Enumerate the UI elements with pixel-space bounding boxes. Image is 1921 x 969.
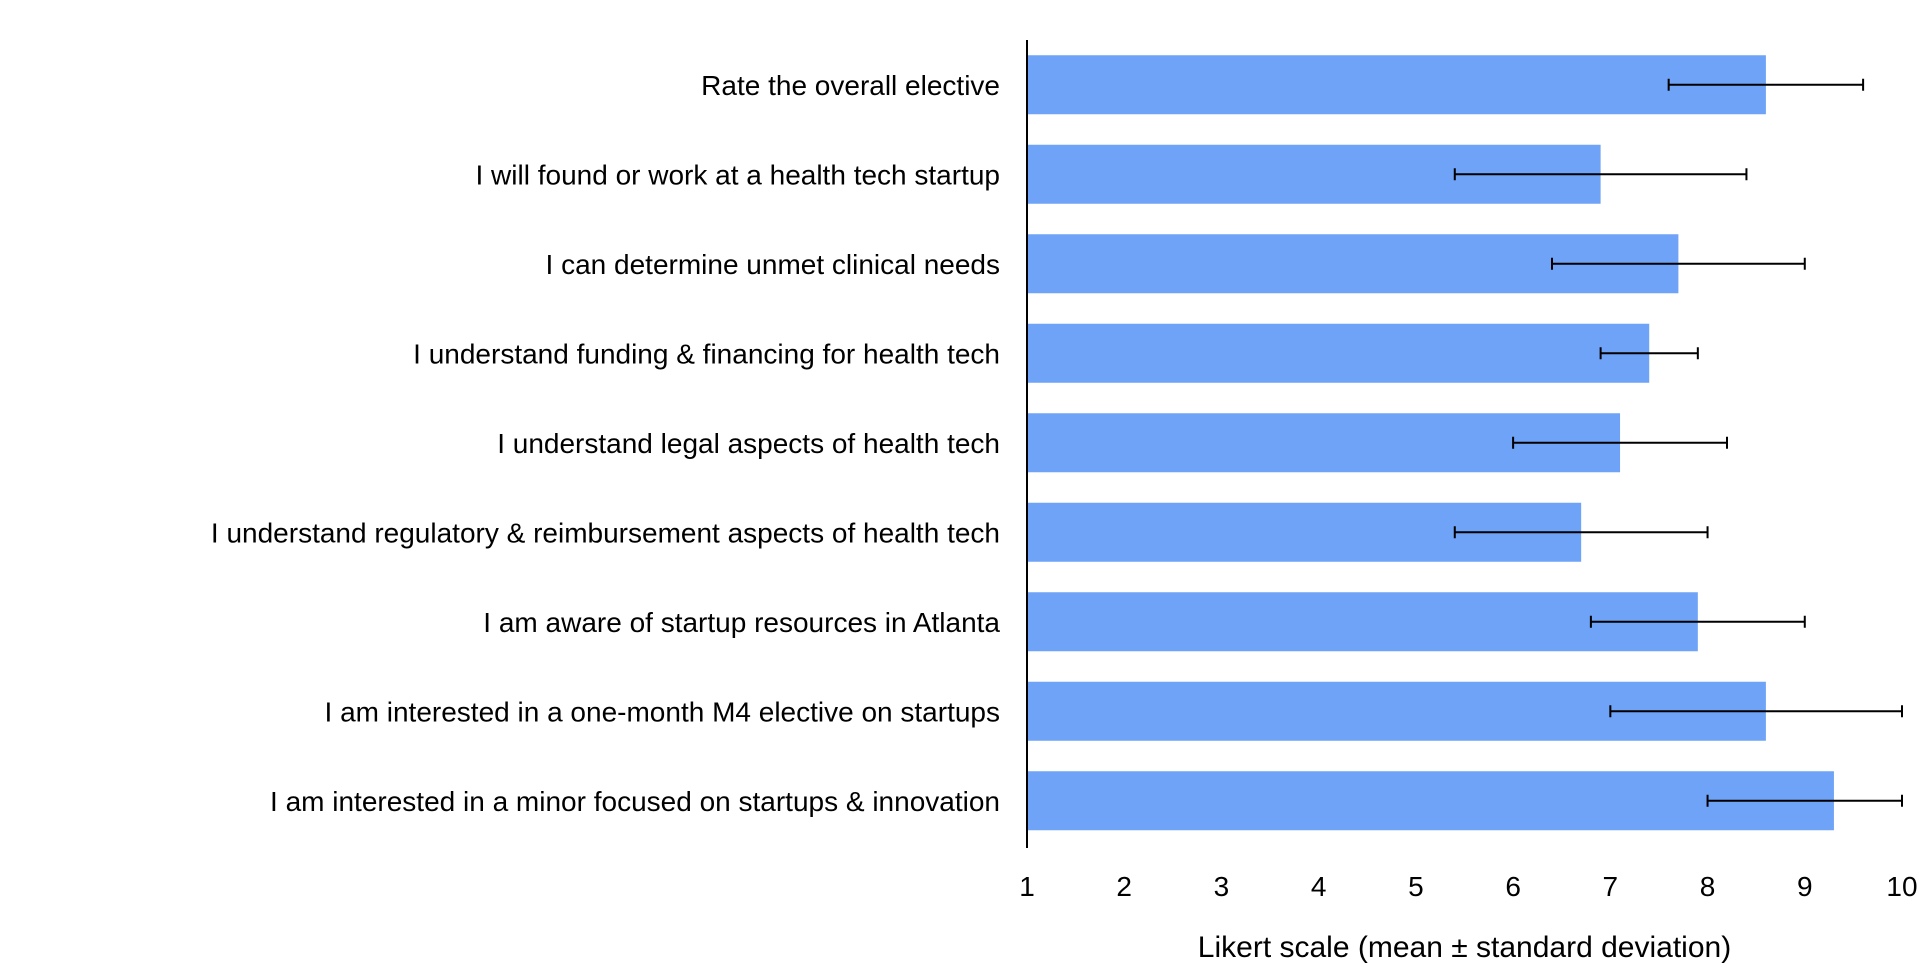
category-label-7: I am aware of startup resources in Atlan… <box>483 607 1000 638</box>
error-bar-1 <box>1667 78 1865 91</box>
category-label-6: I understand regulatory & reimbursement … <box>211 517 1000 548</box>
error-bar-3 <box>1551 257 1806 270</box>
category-label-1: Rate the overall elective <box>701 70 1000 101</box>
bar-1 <box>1027 55 1766 115</box>
x-tick-label-8: 8 <box>1700 871 1716 902</box>
x-tick-label-3: 3 <box>1214 871 1230 902</box>
x-tick-label-1: 1 <box>1019 871 1035 902</box>
bar-4 <box>1027 323 1650 383</box>
bar-7 <box>1027 592 1698 652</box>
category-label-8: I am interested in a one-month M4 electi… <box>325 696 1000 727</box>
error-bar-5 <box>1512 436 1728 449</box>
category-label-5: I understand legal aspects of health tec… <box>497 428 1000 459</box>
x-tick-label-10: 10 <box>1886 871 1917 902</box>
category-label-4: I understand funding & financing for hea… <box>413 338 1000 369</box>
error-bar-6 <box>1453 526 1709 539</box>
x-tick-label-6: 6 <box>1505 871 1521 902</box>
bar-9 <box>1027 771 1834 831</box>
category-labels-group: Rate the overall elective I will found or… <box>211 70 1001 817</box>
category-label-2: I will found or work at a health tech st… <box>476 159 1001 190</box>
x-tick-label-9: 9 <box>1797 871 1813 902</box>
category-label-3: I can determine unmet clinical needs <box>546 249 1000 280</box>
x-ticks-group: 1 2 3 4 5 6 7 8 9 10 <box>1019 871 1917 902</box>
error-bar-9 <box>1706 794 1903 807</box>
error-bar-2 <box>1453 168 1748 181</box>
x-tick-label-7: 7 <box>1603 871 1619 902</box>
error-bar-8 <box>1609 705 1903 718</box>
x-tick-label-5: 5 <box>1408 871 1424 902</box>
category-label-9: I am interested in a minor focused on st… <box>270 786 1000 817</box>
error-bar-7 <box>1589 615 1806 628</box>
x-axis-label: Likert scale (mean ± standard deviation) <box>1198 931 1731 964</box>
error-bar-4 <box>1599 347 1699 360</box>
x-tick-label-4: 4 <box>1311 871 1327 902</box>
x-tick-label-2: 2 <box>1116 871 1132 902</box>
error-bars-group <box>1453 78 1903 807</box>
